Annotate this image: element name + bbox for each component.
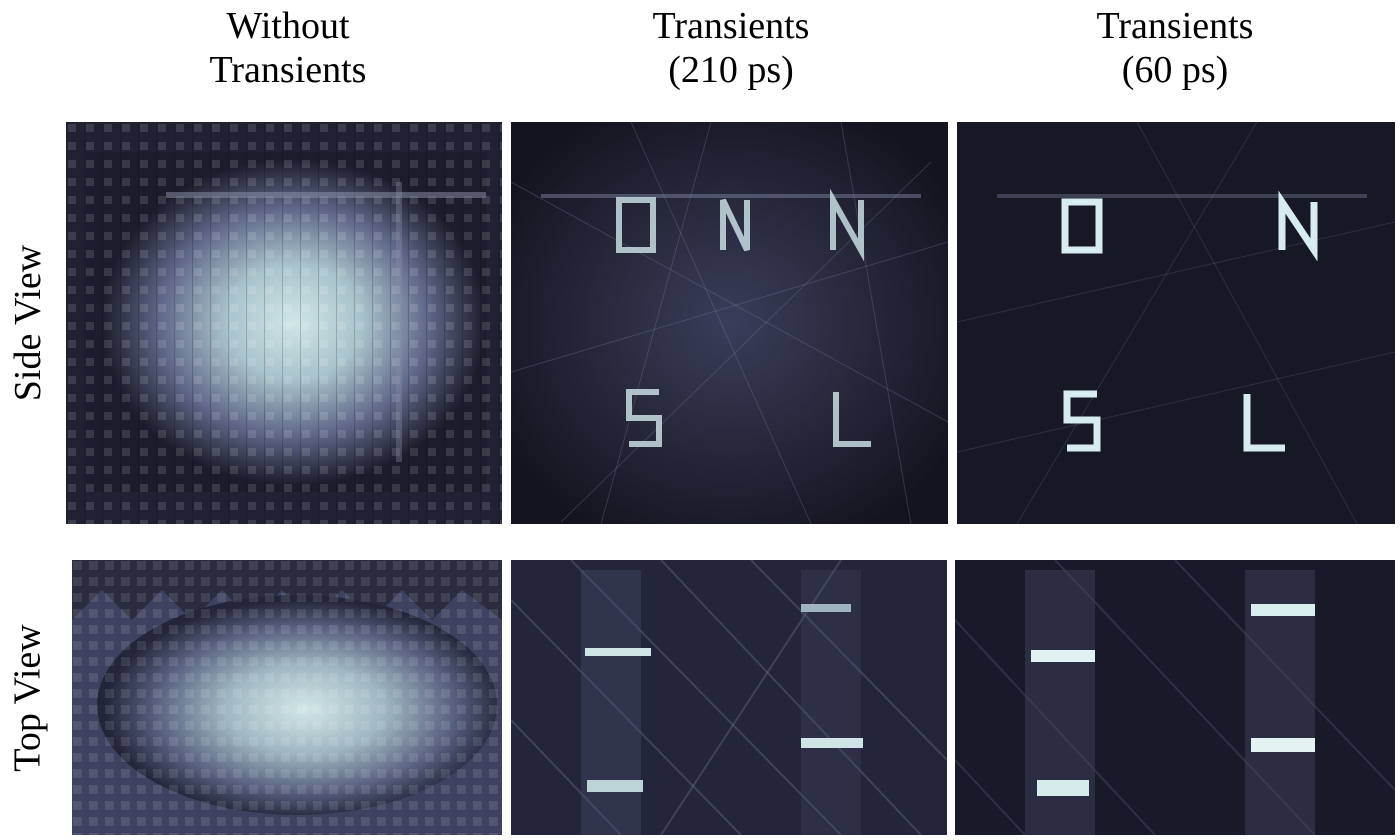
column-title-transients-60ps: Transients (60 ps) [955,4,1395,92]
column-title-line1: Transients [652,5,810,47]
column-title-line2: (60 ps) [1121,49,1229,91]
row-label-top-view: Top View [7,623,49,772]
column-title-line1: Without [226,5,350,47]
panel-side-transients-60ps [957,122,1395,524]
column-title-without-transients: Without Transients [68,4,508,92]
row-label-side-view: Side View [7,244,49,402]
panel-side-without-transients [66,122,502,524]
panel-top-transients-60ps [955,560,1395,835]
panel-top-transients-210ps [511,560,947,835]
column-title-transients-210ps: Transients (210 ps) [511,4,951,92]
panel-top-without-transients [72,560,502,835]
column-title-line2: (210 ps) [668,49,794,91]
panel-side-transients-210ps [511,122,948,524]
column-title-line2: Transients [209,49,367,91]
column-title-line1: Transients [1096,5,1254,47]
